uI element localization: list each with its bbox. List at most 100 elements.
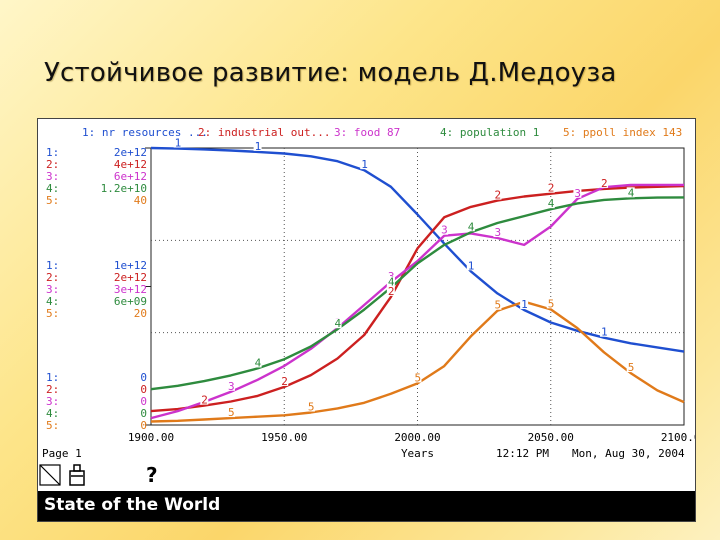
scale-prefix: 1: bbox=[46, 146, 59, 159]
series-marker-bg bbox=[573, 187, 582, 198]
series-marker-bg bbox=[493, 299, 502, 310]
legend-entry-3: 3: food 87 bbox=[334, 126, 400, 139]
series-marker-bg bbox=[333, 318, 342, 329]
series-marker-bg bbox=[253, 357, 262, 368]
scale-label-mid: 6e+09 bbox=[114, 295, 147, 308]
series-marker-bg bbox=[386, 276, 395, 287]
series-marker-bg bbox=[386, 285, 395, 296]
x-axis: 1900.00 1950.00 2000.00 2050.00 2100.00 bbox=[128, 431, 695, 444]
scale-labels: 1: 2e+12 2: 4e+12 3: 6e+12 4: 1.2e+10 5: 40 1: 1e+1… bbox=[46, 146, 147, 432]
series-line-4 bbox=[150, 196, 685, 391]
legend-entry-2: 2: industrial out... bbox=[198, 126, 330, 139]
scale-label-mid: 20 bbox=[134, 307, 147, 320]
chart-svg: 111111222222333333444444555555 1: nr res… bbox=[39, 126, 695, 487]
series-marker-bg bbox=[226, 380, 235, 391]
series-marker-bg bbox=[253, 140, 262, 151]
series-marker-5: 5 bbox=[494, 299, 501, 312]
legend-entry-5: 5: ppoll index 143 bbox=[563, 126, 682, 139]
series-marker-5: 5 bbox=[548, 297, 555, 310]
series-marker-1: 1 bbox=[175, 137, 182, 150]
series-marker-bg bbox=[173, 137, 182, 148]
series-marker-bg bbox=[600, 326, 609, 337]
scale-prefix: 1: bbox=[46, 371, 59, 384]
legend-entry-4: 4: population 1 bbox=[440, 126, 539, 139]
series-line-3 bbox=[150, 183, 684, 420]
help-icon[interactable]: ? bbox=[146, 463, 158, 487]
series-marker-bg bbox=[493, 227, 502, 238]
series-marker-bg bbox=[440, 224, 449, 235]
series-line-5 bbox=[150, 300, 685, 423]
series-marker-bg bbox=[386, 270, 395, 281]
lock-icon-body bbox=[69, 470, 85, 486]
series-marker-1: 1 bbox=[361, 158, 368, 171]
series-marker-bg bbox=[493, 189, 502, 200]
series-marker-5: 5 bbox=[308, 401, 315, 414]
series-marker-4: 4 bbox=[335, 317, 342, 330]
series-marker-4: 4 bbox=[628, 186, 635, 199]
series-marker-2: 2 bbox=[388, 285, 395, 298]
x-tick-label: 2000.00 bbox=[394, 431, 440, 444]
series-marker-bg bbox=[626, 362, 635, 373]
scale-prefix: 4: bbox=[46, 407, 59, 420]
chart-footer: Page 1 Years 12:12 PM Mon, Aug 30, 2004? bbox=[39, 447, 685, 487]
series-marker-3: 3 bbox=[574, 187, 581, 200]
series-marker-bg bbox=[466, 260, 475, 271]
scale-label-top: 6e+12 bbox=[114, 170, 147, 183]
series-marker-2: 2 bbox=[548, 182, 555, 195]
series-marker-bg bbox=[200, 394, 209, 405]
series-marker-bg bbox=[626, 187, 635, 198]
status-bar: State of the World bbox=[38, 491, 695, 521]
scale-prefix: 2: bbox=[46, 383, 59, 396]
series-marker-3: 3 bbox=[388, 270, 395, 283]
x-tick-label: 1950.00 bbox=[261, 431, 307, 444]
date-label: Mon, Aug 30, 2004 bbox=[572, 447, 685, 460]
series-marker-2: 2 bbox=[281, 375, 288, 388]
series-marker-bg bbox=[546, 298, 555, 309]
x-tick-label: 2050.00 bbox=[528, 431, 574, 444]
series-marker-bg bbox=[546, 182, 555, 193]
scale-prefix: 5: bbox=[46, 194, 59, 207]
status-title: State of the World bbox=[44, 495, 221, 515]
scale-prefix: 1: bbox=[46, 259, 59, 272]
series-marker-3: 3 bbox=[228, 380, 235, 393]
series-marker-4: 4 bbox=[548, 197, 555, 210]
x-tick-label: 2100.00 bbox=[661, 431, 695, 444]
page-flip-icon-diagonal bbox=[39, 464, 61, 486]
series-marker-1: 1 bbox=[468, 259, 475, 272]
scale-prefix: 2: bbox=[46, 158, 59, 171]
scale-label-mid: 1e+12 bbox=[114, 259, 147, 272]
slide-title: Устойчивое развитие: модель Д.Медоуза bbox=[44, 58, 617, 88]
grid-layer bbox=[145, 147, 685, 426]
scale-label-bottom: 0 bbox=[140, 383, 147, 396]
x-tick-label: 1900.00 bbox=[128, 431, 174, 444]
page-flip-icon[interactable] bbox=[39, 464, 61, 486]
series-marker-bg bbox=[226, 407, 235, 418]
scale-prefix: 2: bbox=[46, 271, 59, 284]
series-marker-1: 1 bbox=[255, 140, 262, 153]
series-marker-4: 4 bbox=[388, 276, 395, 289]
scale-label-mid: 2e+12 bbox=[114, 271, 147, 284]
series-marker-5: 5 bbox=[628, 361, 635, 374]
series-marker-3: 3 bbox=[441, 224, 448, 237]
lock-icon[interactable] bbox=[69, 464, 85, 486]
time-label: 12:12 PM bbox=[496, 447, 549, 460]
scale-prefix: 4: bbox=[46, 295, 59, 308]
scale-label-bottom: 0 bbox=[140, 371, 147, 384]
series-marker-1: 1 bbox=[601, 326, 608, 339]
series-marker-1: 1 bbox=[521, 298, 528, 311]
scale-label-bottom: 0 bbox=[140, 395, 147, 408]
scale-prefix: 3: bbox=[46, 395, 59, 408]
series-marker-4: 4 bbox=[255, 356, 262, 369]
scale-label-bottom: 0 bbox=[140, 407, 147, 420]
series-marker-bg bbox=[546, 198, 555, 209]
series-marker-4: 4 bbox=[468, 220, 475, 233]
scale-prefix: 4: bbox=[46, 182, 59, 195]
scale-prefix: 5: bbox=[46, 307, 59, 320]
series-marker-bg bbox=[520, 299, 529, 310]
series-marker-2: 2 bbox=[201, 394, 208, 407]
series-marker-bg bbox=[413, 372, 422, 383]
series-line-2 bbox=[150, 184, 685, 413]
scale-label-top: 2e+12 bbox=[114, 146, 147, 159]
series-marker-bg bbox=[360, 159, 369, 170]
series-marker-2: 2 bbox=[494, 189, 501, 202]
